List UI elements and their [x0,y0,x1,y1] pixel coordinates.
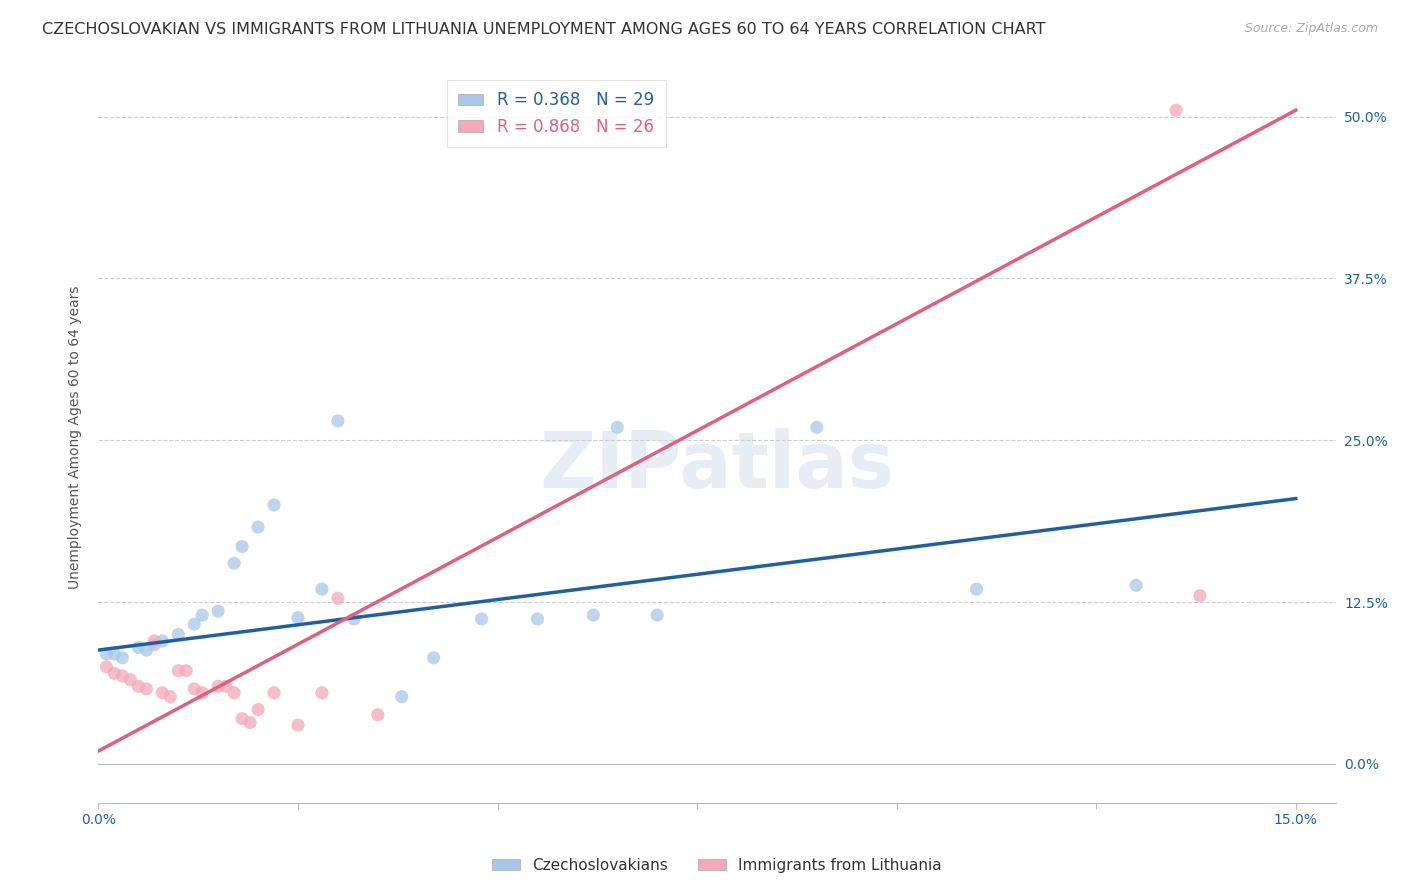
Point [391,690,413,704]
Point [1164,103,1187,118]
Point [645,608,668,623]
Point [167,664,190,678]
Point [174,664,197,678]
Point [183,681,205,696]
Point [135,681,157,696]
Point [224,686,246,700]
Point [247,703,270,717]
Point [606,420,628,434]
Point [183,617,205,632]
Point [96,660,118,674]
Text: CZECHOSLOVAKIAN VS IMMIGRANTS FROM LITHUANIA UNEMPLOYMENT AMONG AGES 60 TO 64 YE: CZECHOSLOVAKIAN VS IMMIGRANTS FROM LITHU… [42,22,1046,37]
Point [966,582,988,597]
Y-axis label: Unemployment Among Ages 60 to 64 years: Unemployment Among Ages 60 to 64 years [69,285,83,589]
Point [150,686,173,700]
Point [239,715,262,730]
Point [1188,589,1211,603]
Point [167,627,190,641]
Point [224,557,246,571]
Point [191,686,214,700]
Point [191,608,214,623]
Point [96,647,118,661]
Point [143,634,166,648]
Point [367,707,389,722]
Point [127,640,149,655]
Legend: Czechoslovakians, Immigrants from Lithuania: Czechoslovakians, Immigrants from Lithua… [486,852,948,880]
Point [806,420,828,434]
Point [111,669,134,683]
Point [287,718,309,732]
Point [143,638,166,652]
Point [247,520,270,534]
Point [311,686,333,700]
Point [526,612,548,626]
Point [471,612,494,626]
Point [207,604,229,618]
Point [103,666,125,681]
Point [343,612,366,626]
Point [311,582,333,597]
Point [326,591,349,606]
Point [150,634,173,648]
Point [422,650,444,665]
Point [231,540,253,554]
Point [103,647,125,661]
Text: ZIPatlas: ZIPatlas [540,428,894,504]
Point [207,679,229,693]
Point [215,679,238,693]
Point [582,608,605,623]
Point [287,610,309,624]
Point [120,673,142,687]
Point [127,679,149,693]
Point [326,414,349,428]
Point [135,643,157,657]
Text: Source: ZipAtlas.com: Source: ZipAtlas.com [1244,22,1378,36]
Point [159,690,181,704]
Point [1125,578,1147,592]
Point [263,686,285,700]
Point [231,712,253,726]
Point [111,650,134,665]
Point [263,498,285,512]
